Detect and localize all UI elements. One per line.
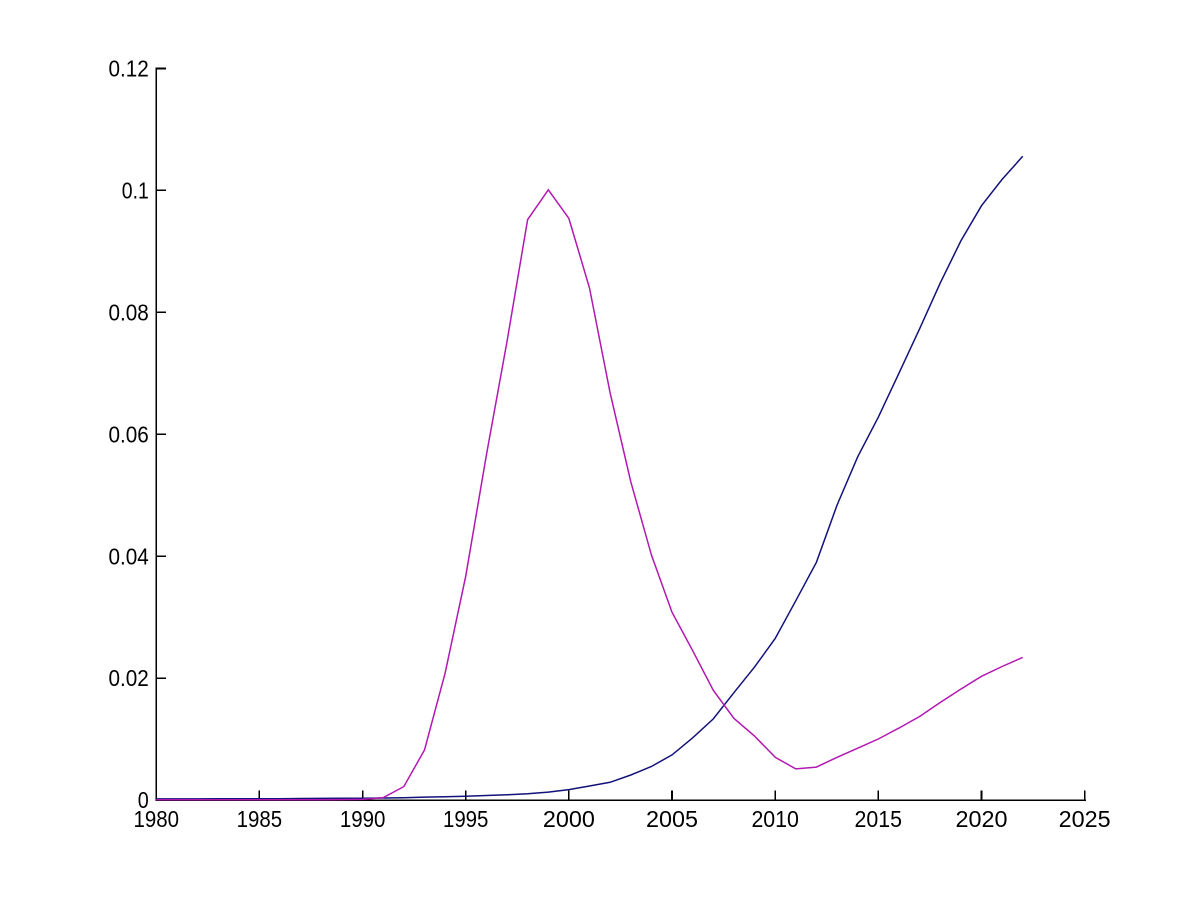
svg-text:0.1: 0.1 <box>122 178 149 204</box>
svg-text:1985: 1985 <box>237 806 283 832</box>
svg-text:2000: 2000 <box>543 806 595 832</box>
svg-text:0.02: 0.02 <box>109 665 149 691</box>
svg-text:0.08: 0.08 <box>109 299 149 325</box>
svg-text:2005: 2005 <box>646 806 698 832</box>
svg-text:1980: 1980 <box>134 806 180 832</box>
svg-text:1990: 1990 <box>340 806 386 832</box>
svg-text:2025: 2025 <box>1059 806 1111 832</box>
svg-text:0: 0 <box>138 787 149 813</box>
svg-text:0.04: 0.04 <box>109 543 149 569</box>
svg-text:2020: 2020 <box>956 806 1008 832</box>
svg-text:1995: 1995 <box>443 806 489 832</box>
svg-text:0.06: 0.06 <box>109 421 149 447</box>
svg-text:2010: 2010 <box>751 806 799 832</box>
svg-text:2015: 2015 <box>855 806 903 832</box>
svg-text:0.12: 0.12 <box>109 56 149 82</box>
